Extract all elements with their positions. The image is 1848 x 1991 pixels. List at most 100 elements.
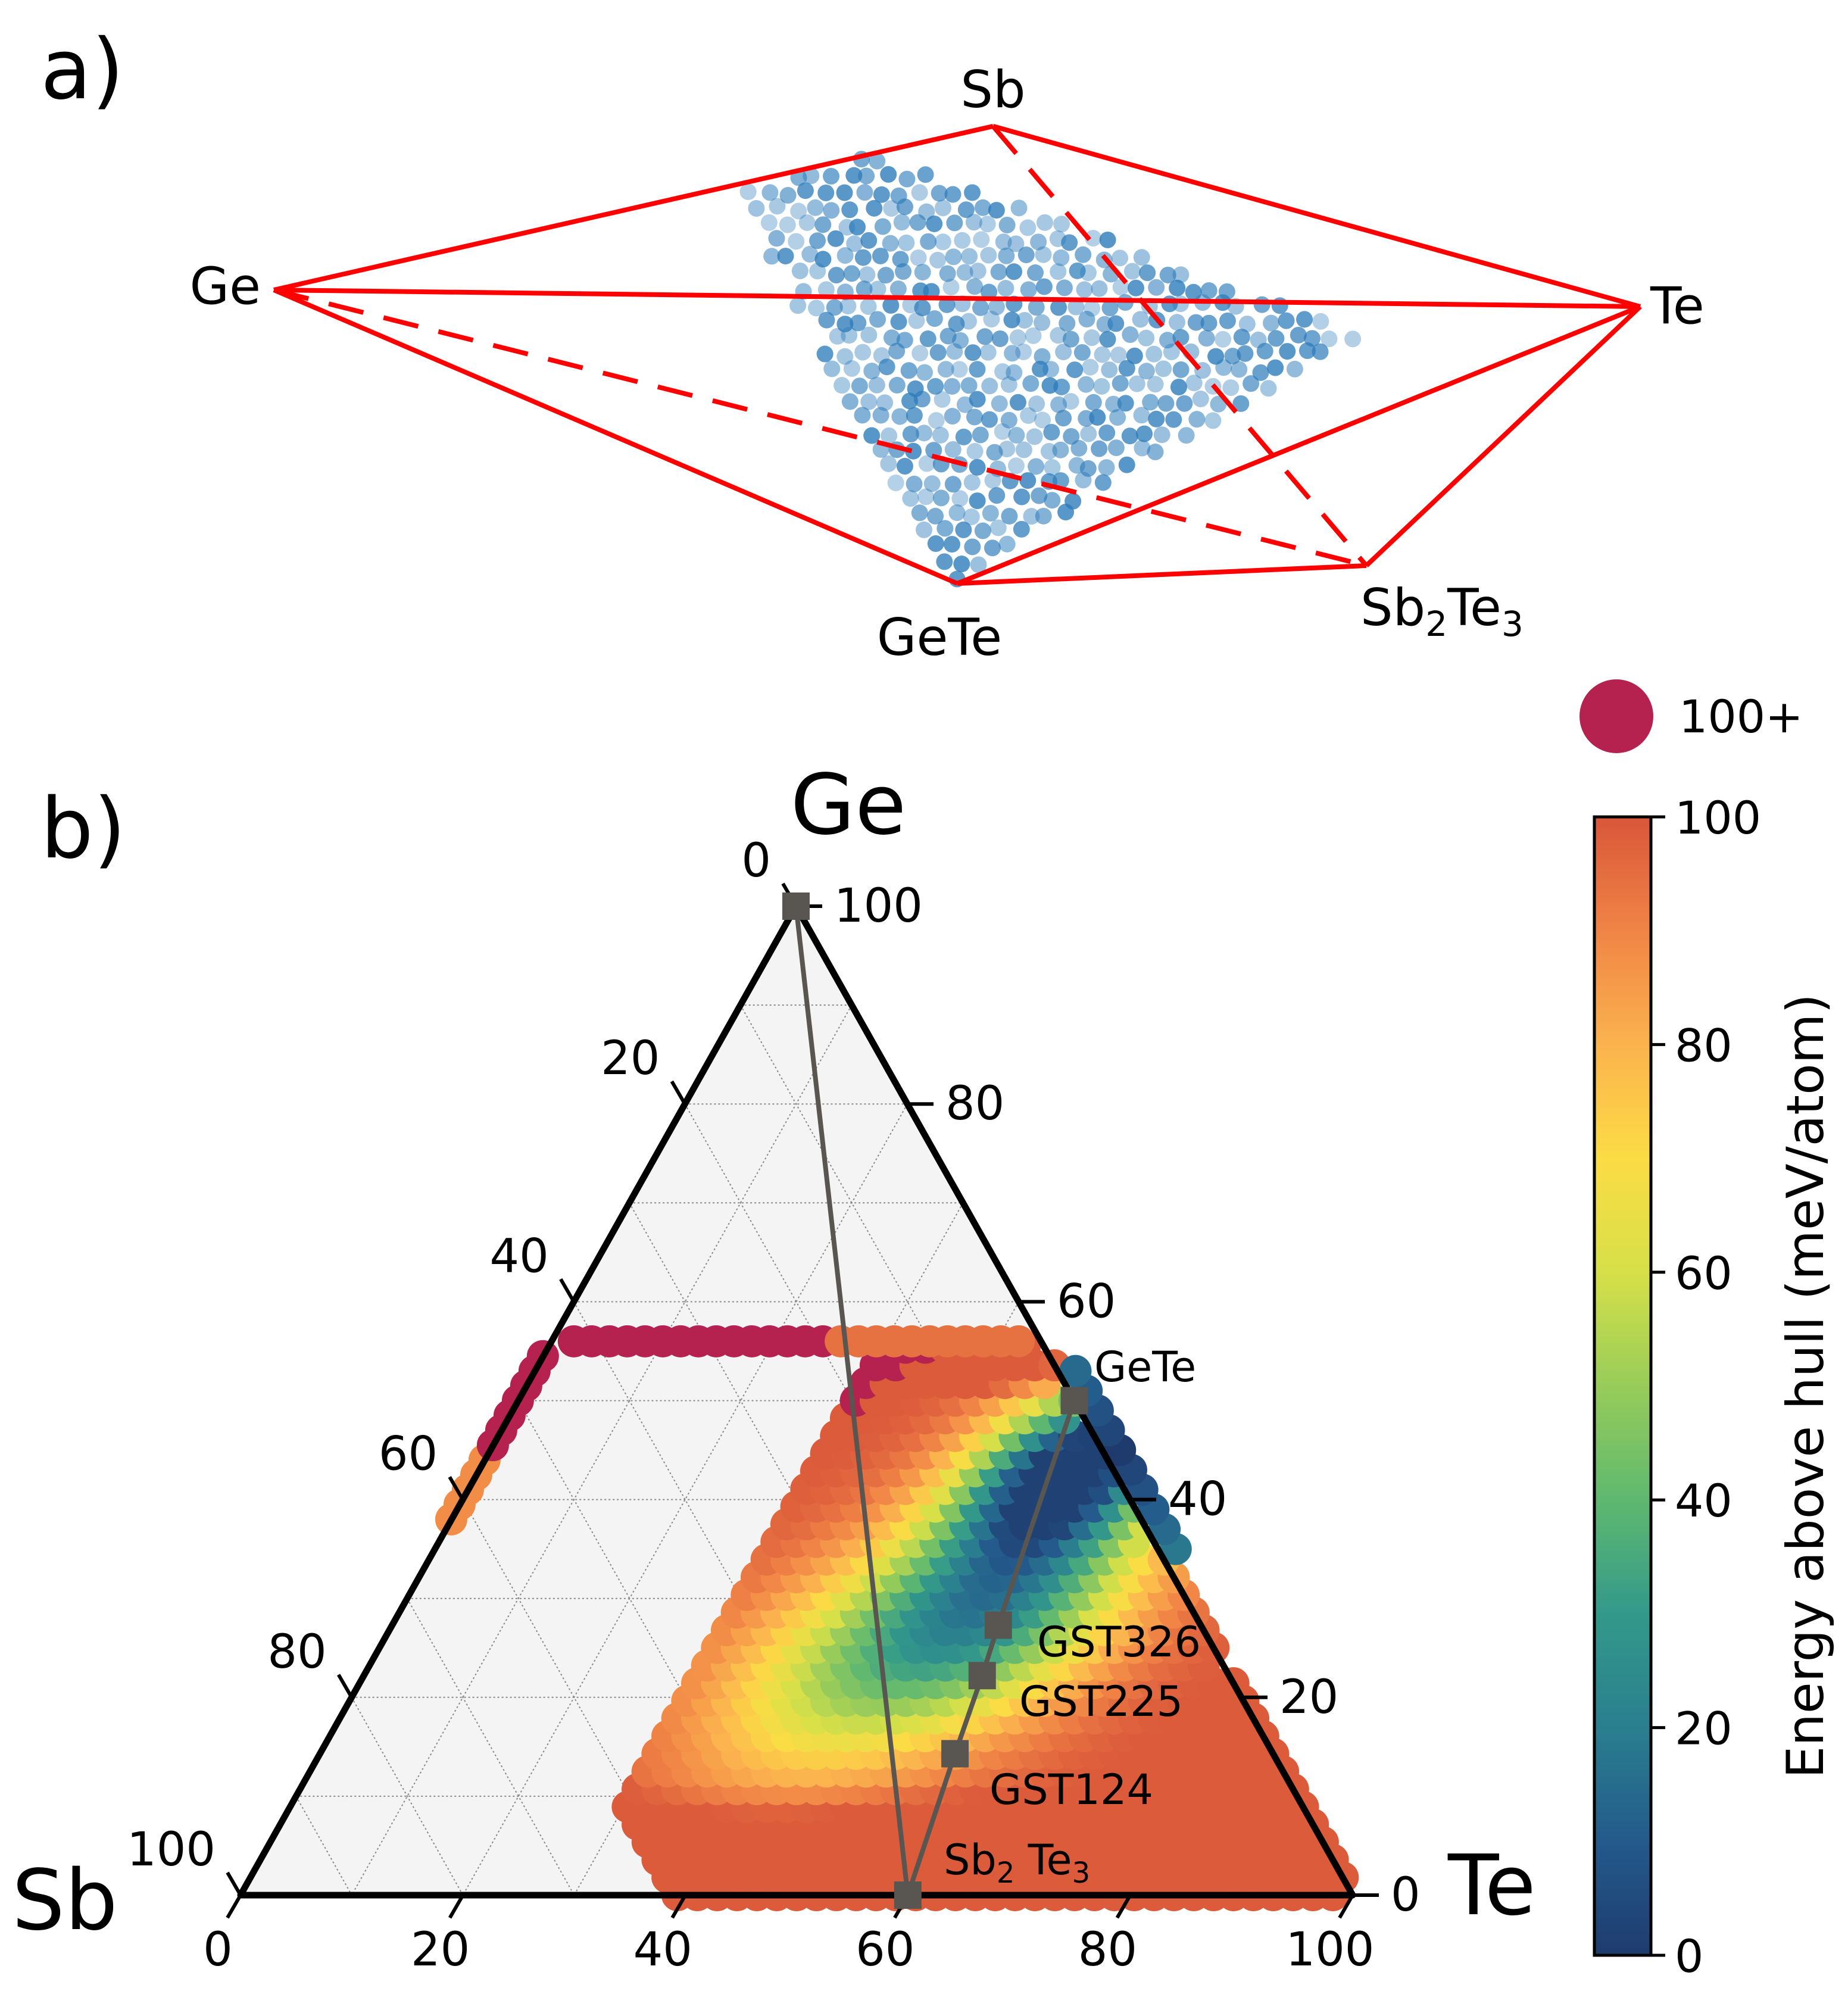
panel-a-point <box>988 487 1006 504</box>
panel-a-point <box>1101 361 1118 379</box>
tick-label-bottom: 0 <box>203 1923 233 1977</box>
panel-a-point <box>972 299 989 316</box>
panel-a-point <box>873 186 890 203</box>
panel-a-point <box>914 299 931 317</box>
panel-a-point <box>917 488 935 505</box>
panel-a-point <box>1019 219 1037 236</box>
panel-a-point <box>981 377 998 395</box>
panel-a-point <box>836 247 854 264</box>
panel-a-point <box>1187 314 1204 331</box>
compound-marker-gst124 <box>941 1740 969 1768</box>
panel-a-point <box>880 455 897 472</box>
panel-a-point <box>763 248 781 265</box>
panel-a-point <box>1148 279 1165 296</box>
panel-a-point <box>913 391 931 408</box>
panel-a-point <box>1169 279 1186 297</box>
panel-a-point <box>1267 359 1284 376</box>
panel-a-point <box>1198 330 1215 347</box>
panel-a-point <box>906 475 923 492</box>
grid-line-sb <box>517 1400 797 1896</box>
panel-a-point <box>1344 330 1362 348</box>
panel-a-point <box>893 214 910 231</box>
panel-a-point <box>932 489 950 507</box>
panel-a-point <box>945 248 962 266</box>
panel-a-point <box>1238 316 1256 333</box>
panel-a-point <box>1168 314 1185 331</box>
panel-a-point <box>836 348 854 365</box>
panel-a-point <box>995 233 1012 251</box>
panel-a-point <box>981 411 998 428</box>
panel-a-point <box>905 442 922 460</box>
panel-a-point <box>934 199 951 217</box>
panel-a-point <box>883 200 900 217</box>
colorbar-tick-label: 100 <box>1675 791 1761 844</box>
panel-a-point <box>1253 296 1270 313</box>
panel-a-point <box>1008 427 1025 444</box>
panel-a-point <box>841 327 858 344</box>
panel-a-point <box>966 442 984 460</box>
tie-lines <box>782 892 1088 1909</box>
panel-a-point <box>956 264 973 281</box>
panel-a-point <box>816 345 834 363</box>
panel-a-point <box>1009 329 1026 347</box>
panel-a-point <box>948 316 965 333</box>
panel-a-point <box>928 412 945 429</box>
panel-a-point <box>739 183 757 201</box>
panel-a-point <box>944 476 962 493</box>
panel-a-point <box>963 508 980 526</box>
panel-a-point <box>859 266 876 283</box>
panel-a-point <box>1053 378 1070 395</box>
panel-a-point <box>834 377 851 394</box>
panel-a-point <box>1085 394 1102 411</box>
tick-left <box>559 1278 576 1303</box>
tick-label-bottom: 60 <box>856 1923 914 1977</box>
panel-a-point <box>896 458 913 475</box>
panel-a-point <box>939 265 956 282</box>
panel-a-point <box>769 198 786 215</box>
tick-bottom <box>1338 1894 1354 1919</box>
panel-a-point <box>869 152 886 170</box>
panel-a-point <box>1118 456 1135 473</box>
panel-a-point <box>1165 411 1182 428</box>
panel-a-point <box>854 249 872 266</box>
panel-a-point <box>934 391 951 408</box>
panel-a-point <box>1043 423 1060 441</box>
panel-a-point <box>1312 343 1329 360</box>
compound-marker-gete <box>1060 1387 1088 1415</box>
panel-a-point <box>1062 393 1079 410</box>
panel-a-point <box>981 283 998 301</box>
panel-a-point <box>1138 329 1155 347</box>
panel-a-point <box>798 214 816 231</box>
panel-a-point <box>1321 330 1338 348</box>
panel-a-point <box>1215 330 1232 348</box>
panel-a-point <box>858 167 875 185</box>
panel-a-point <box>836 184 853 201</box>
panel-a-point <box>1098 459 1115 476</box>
panel-a-point <box>856 280 873 298</box>
panel-a-point <box>1050 299 1067 316</box>
panel-a-point <box>876 394 894 411</box>
panel-a-point <box>777 248 794 265</box>
panel-a-point <box>998 216 1016 233</box>
tick-label-right: 100 <box>834 879 923 933</box>
tie-line <box>794 906 910 1896</box>
panel-a-point <box>966 278 984 295</box>
panel-a-point <box>1022 375 1040 392</box>
panel-a-point <box>1078 376 1095 393</box>
panel-a-point <box>902 426 919 443</box>
panel-a-point <box>1053 249 1070 266</box>
panel-a-point <box>994 423 1011 440</box>
panel-a-point <box>841 393 859 410</box>
panel-a-point <box>1107 439 1125 457</box>
panel-a-point <box>1112 249 1129 267</box>
panel-a: a) Sb Ge Te GeTe Sb2Te3 <box>40 21 1705 667</box>
panel-a-point <box>827 230 844 247</box>
panel-a-point <box>791 262 808 279</box>
panel-a-point <box>964 184 981 201</box>
tick-label-left: 100 <box>127 1823 216 1877</box>
panel-a-point <box>1215 359 1232 376</box>
tick-label-right: 20 <box>1279 1671 1338 1724</box>
panel-a-point <box>1312 313 1329 330</box>
panel-a-point <box>856 184 873 201</box>
